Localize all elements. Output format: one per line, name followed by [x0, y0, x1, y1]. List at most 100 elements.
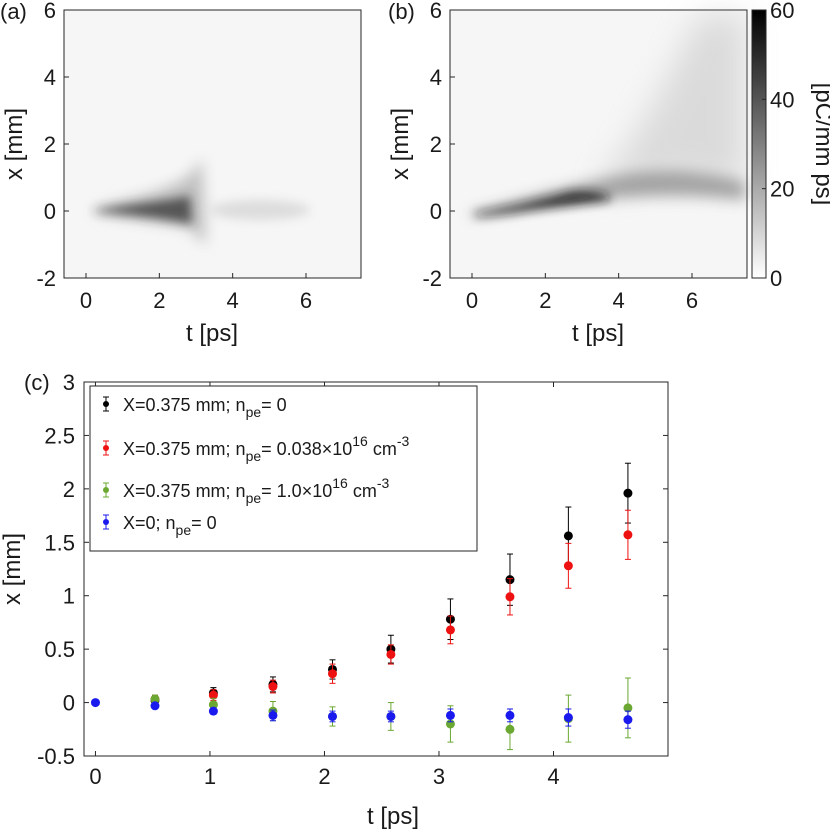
data-point: [445, 625, 455, 635]
legend-entry-2: X=0.375 mm; npe= 1.0×1016 cm-3: [103, 475, 389, 506]
panel-c-xlabel: t [ps]: [367, 803, 419, 830]
legend-marker: [103, 445, 109, 451]
data-point: [563, 561, 573, 571]
legend-marker: [103, 519, 109, 525]
colorbar-tick-label: 60: [770, 0, 794, 23]
colorbar-label: [pC/mm ps]: [810, 83, 830, 206]
x-tick-label: 2: [153, 288, 165, 313]
data-point: [268, 682, 278, 692]
x-tick-label: 0: [89, 764, 101, 789]
colorbar-tick-label: 40: [770, 87, 794, 112]
y-tick-label: 4: [44, 65, 56, 90]
data-point: [563, 531, 573, 541]
data-point: [623, 703, 633, 713]
legend-entry-1: X=0.375 mm; npe= 0.038×1016 cm-3: [103, 433, 409, 464]
series-3: [90, 698, 633, 729]
panel-a-beam: [92, 158, 310, 245]
panel-c-xticks: 0 1 2 3 4: [89, 382, 560, 789]
panel-a: (a) -2 0 2 4 6 0 2 4 6 t [ps] x [mm]: [0, 0, 362, 347]
data-point: [208, 700, 218, 710]
legend-box: [89, 385, 478, 552]
legend-marker: [103, 401, 109, 407]
panel-b-xlabel: t [ps]: [572, 320, 624, 347]
x-tick-label: 3: [433, 764, 445, 789]
y-tick-label: 2.5: [44, 423, 75, 448]
x-tick-label: 2: [318, 764, 330, 789]
y-tick-label: -2: [422, 266, 442, 291]
x-tick-label: 4: [227, 288, 239, 313]
panel-a-label: (a): [0, 0, 27, 24]
x-tick-label: 6: [300, 288, 312, 313]
y-tick-label: 6: [44, 0, 56, 23]
data-point: [563, 713, 573, 723]
panel-b-xticks: 0 2 4 6: [466, 273, 698, 313]
data-point: [268, 710, 278, 720]
data-point: [150, 694, 160, 704]
panel-c-ylabel: x [mm]: [0, 533, 26, 605]
panel-b: (b) -2 0 2 4 6 0 2 4 6 t [ps] x [mm] 0 20 40 60 [p…: [387, 0, 830, 347]
panel-b-ylabel: x [mm]: [387, 108, 414, 180]
panel-b-yticks: -2 0 2 4 6: [422, 0, 455, 291]
legend-marker: [103, 487, 109, 493]
panel-b-label: (b): [388, 0, 415, 24]
x-tick-label: 4: [613, 288, 625, 313]
panel-c-label: (c): [24, 370, 50, 395]
x-tick-label: 6: [686, 288, 698, 313]
x-tick-label: 0: [466, 288, 478, 313]
data-point: [505, 710, 515, 720]
legend: X=0.375 mm; npe= 0 X=0.375 mm; npe= 0.038…: [89, 385, 478, 552]
y-tick-label: 3: [63, 370, 75, 395]
legend-entry-3: X=0; npe= 0: [103, 513, 217, 538]
data-point: [90, 698, 100, 708]
data-point: [386, 649, 396, 659]
panel-a-xticks: 0 2 4 6: [80, 273, 312, 313]
legend-text: X=0.375 mm; npe= 0.038×1016 cm-3: [123, 433, 409, 464]
panel-c: (c) -0.5 0 0.5 1 1.5 2 2.5 3 0 1 2 3 4 t [ps] x [mm…: [0, 370, 669, 830]
data-point: [445, 710, 455, 720]
y-tick-label: 6: [430, 0, 442, 23]
data-point: [623, 530, 633, 540]
data-point: [150, 701, 160, 711]
y-tick-label: 2: [44, 132, 56, 157]
y-tick-label: 2: [430, 132, 442, 157]
data-point: [386, 711, 396, 721]
colorbar-ticks: 0 20 40 60: [762, 0, 794, 291]
x-tick-label: 4: [547, 764, 559, 789]
panel-a-ylabel: x [mm]: [1, 108, 28, 180]
legend-text: X=0.375 mm; npe= 0: [123, 395, 287, 420]
panel-c-series: [90, 462, 633, 751]
y-tick-label: 1: [63, 584, 75, 609]
y-tick-label: 0: [44, 199, 56, 224]
panel-a-yticks: -2 0 2 4 6: [36, 0, 69, 291]
y-tick-label: 0: [430, 199, 442, 224]
panel-a-xlabel: t [ps]: [186, 320, 238, 347]
legend-text: X=0; npe= 0: [123, 513, 217, 538]
y-tick-label: -2: [36, 266, 56, 291]
legend-entry-0: X=0.375 mm; npe= 0: [103, 395, 287, 420]
legend-text: X=0.375 mm; npe= 1.0×1016 cm-3: [123, 475, 389, 506]
x-tick-label: 2: [539, 288, 551, 313]
data-point: [208, 690, 218, 700]
y-tick-label: 0: [63, 691, 75, 716]
data-point: [623, 715, 633, 725]
colorbar-tick-label: 20: [770, 177, 794, 202]
data-point: [327, 669, 337, 679]
x-tick-label: 0: [80, 288, 92, 313]
y-tick-label: 1.5: [44, 530, 75, 555]
y-tick-label: 4: [430, 65, 442, 90]
panel-b-beam: [470, 15, 745, 217]
data-point: [505, 724, 515, 734]
y-tick-label: 2: [63, 477, 75, 502]
data-point: [327, 711, 337, 721]
x-tick-label: 1: [204, 764, 216, 789]
panel-a-plot-area: [63, 9, 362, 279]
panel-c-yticks: -0.5 0 0.5 1 1.5 2 2.5 3: [37, 370, 668, 769]
data-point: [208, 706, 218, 716]
y-tick-label: 0.5: [44, 637, 75, 662]
data-point: [623, 488, 633, 498]
colorbar: [751, 9, 767, 279]
data-point: [505, 592, 515, 602]
colorbar-tick-label: 0: [770, 266, 782, 291]
y-tick-label: -0.5: [37, 744, 75, 769]
